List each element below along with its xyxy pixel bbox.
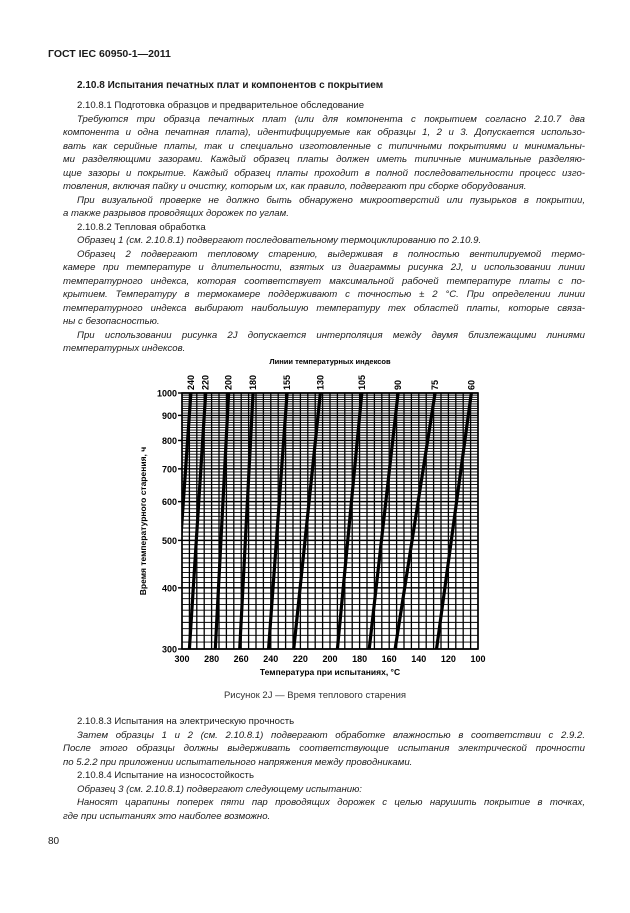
temperature-index-line [238, 393, 255, 649]
paragraph-line: камере при температуре и длительности, в… [63, 262, 585, 273]
x-tick-label: 300 [174, 654, 189, 664]
y-tick-label: 1000 [157, 389, 177, 399]
chart-title: Линии температурных индексов [269, 357, 391, 366]
paragraph-line: Затем образцы 1 и 2 (см. 2.10.8.1) подве… [77, 729, 585, 741]
x-tick-label: 160 [382, 654, 397, 664]
paragraph-line: ны с безопасностью. [63, 316, 160, 327]
paragraph-line: вать как серийные платы, так и специальн… [63, 140, 585, 152]
paragraph-line: После этого образцы должны выдерживать с… [63, 743, 585, 754]
index-label: 180 [248, 375, 258, 390]
paragraph-line: При визуальной проверке не должно быть о… [77, 194, 585, 206]
paragraph-line: крытием. Температуру в термокамере подде… [63, 289, 585, 300]
index-label: 130 [315, 375, 325, 390]
x-tick-label: 280 [204, 654, 219, 664]
x-tick-label: 180 [352, 654, 367, 664]
temperature-index-line [266, 393, 289, 649]
x-tick-label: 140 [411, 654, 426, 664]
x-axis-label: Температура при испытаниях, °С [260, 667, 400, 677]
x-tick-label: 240 [263, 654, 278, 664]
paragraph-line: компонента и одна печатная плата), идент… [63, 127, 585, 138]
paragraph-line: где при испытаниях это наиболее возможно… [63, 810, 271, 822]
y-tick-label: 500 [162, 536, 177, 546]
paragraph-line: 2.10.8.3 Испытания на электрическую проч… [77, 716, 295, 727]
thermal-aging-chart: 300 400 500 600 700 800 900 1000 300 280 260 240 220… [138, 357, 486, 677]
bottom-text: 2.10.8.3 Испытания на электрическую проч… [63, 715, 585, 823]
y-tick-label: 900 [162, 411, 177, 421]
y-tick-label: 300 [162, 645, 177, 655]
y-axis-label: Время температурного старения, ч [138, 447, 148, 595]
index-label: 220 [201, 375, 211, 390]
index-label: 240 [186, 375, 196, 390]
y-tick-label: 800 [162, 436, 177, 446]
paragraph-line: а также разрывов проводящих дорожек по у… [63, 208, 289, 219]
page-number: 80 [48, 836, 60, 847]
y-tick-label: 600 [162, 497, 177, 507]
temperature-index-line [335, 393, 364, 649]
paragraph-line: Образец 3 (см. 2.10.8.1) подвергают след… [77, 783, 362, 795]
paragraph-line: ми разделяющими зазорами. Каждый образец… [63, 154, 585, 165]
x-tick-label: 260 [234, 654, 249, 664]
paragraph-line: 2.10.8.2 Тепловая обработка [77, 221, 206, 233]
temperature-index-line [292, 393, 322, 649]
paragraph-line: Образец 1 (см. 2.10.8.1) подвергают посл… [77, 235, 482, 246]
top-text: 2.10.8.1 Подготовка образцов и предварит… [63, 99, 585, 356]
y-tick-label: 400 [162, 583, 177, 593]
figure-caption: Рисунок 2J — Время теплового старения [223, 690, 407, 701]
temperature-index-line [434, 393, 473, 649]
x-tick-label: 220 [293, 654, 308, 664]
index-label: 200 [224, 375, 234, 390]
paragraph-line: товления, включая пайку и очистку, котор… [63, 181, 527, 192]
paragraph-line: температурного индекса, которая соответс… [63, 275, 585, 287]
paragraph-line: 2.10.8.1 Подготовка образцов и предварит… [77, 100, 365, 111]
x-tick-label: 200 [322, 654, 337, 664]
paragraph-line: температурных индексов. [63, 343, 186, 354]
temperature-index-line [213, 393, 231, 649]
paragraph-line: температурного индекса выбирают наибольш… [63, 302, 585, 314]
temperature-index-line [367, 393, 400, 649]
x-tick-label: 120 [441, 654, 456, 664]
index-label: 60 [466, 380, 476, 390]
x-tick-label: 100 [470, 654, 485, 664]
temperature-index-line [182, 393, 193, 545]
index-label: 90 [393, 380, 403, 390]
document-header: ГОСТ IEC 60950-1—2011 [48, 48, 171, 60]
index-label: 105 [357, 375, 367, 390]
paragraph-line: Образец 2 подвергают тепловому старению,… [77, 248, 585, 260]
y-tick-label: 700 [162, 464, 177, 474]
paragraph-line: Наносят царапины поперек пяти пар провод… [77, 797, 585, 808]
paragraph-line: щие зазоры и покрытие. Каждый образец пл… [63, 167, 585, 179]
index-label: 155 [282, 375, 292, 390]
temperature-index-line [393, 393, 437, 649]
paragraph-line: по 5.2.2 при приложении испытательного н… [63, 756, 413, 768]
index-label: 75 [430, 380, 440, 390]
paragraph-line: Требуются три образца печатных плат (или… [77, 113, 585, 125]
section-title: 2.10.8 Испытания печатных плат и компоне… [77, 80, 384, 91]
paragraph-line: 2.10.8.4 Испытание на износостойкость [77, 770, 254, 781]
paragraph-line: При использовании рисунка 2J допускается… [77, 329, 585, 341]
temperature-index-line [187, 393, 208, 649]
